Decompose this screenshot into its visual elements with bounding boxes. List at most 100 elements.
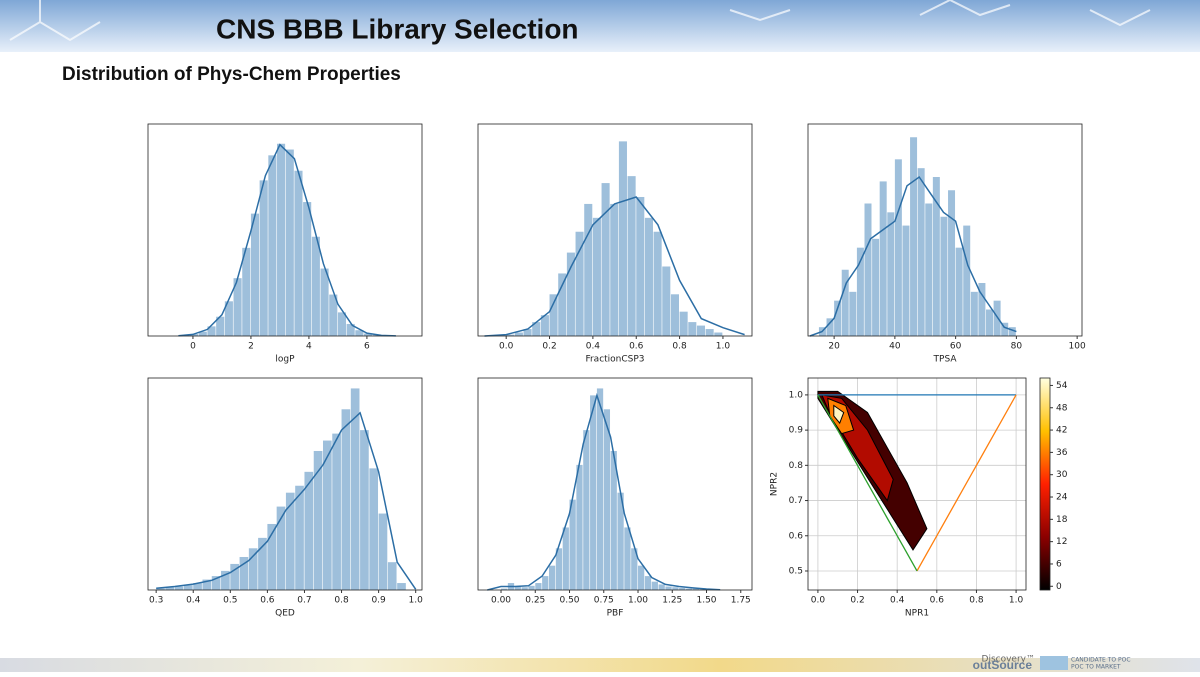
colorbar-tick-label: 48 bbox=[1056, 403, 1068, 413]
histogram-bar bbox=[672, 587, 678, 590]
x-tick-label: 0.0 bbox=[811, 596, 826, 606]
histogram-bar bbox=[576, 465, 582, 590]
histogram-bar bbox=[652, 582, 658, 590]
y-tick-label: 0.9 bbox=[789, 426, 804, 436]
kde-line bbox=[487, 395, 720, 590]
histogram-bar bbox=[986, 310, 993, 337]
x-tick-label: 40 bbox=[889, 342, 901, 352]
x-tick-label: 0.6 bbox=[930, 596, 945, 606]
x-tick-label: 0.7 bbox=[297, 596, 311, 606]
histogram-bar bbox=[567, 253, 575, 336]
histogram-bar bbox=[956, 248, 963, 336]
histogram-bar bbox=[849, 292, 856, 336]
histogram-bar bbox=[260, 180, 268, 336]
plot-area bbox=[487, 388, 720, 590]
x-tick-label: 0.2 bbox=[850, 596, 864, 606]
y-tick-label: 0.8 bbox=[789, 461, 804, 471]
histogram-bar bbox=[277, 144, 285, 336]
colorbar-tick-label: 36 bbox=[1056, 448, 1068, 458]
x-tick-label: 0.4 bbox=[890, 596, 905, 606]
histogram-bar bbox=[619, 141, 627, 336]
histogram-bar bbox=[948, 190, 955, 336]
colorbar-tick-label: 54 bbox=[1056, 381, 1068, 391]
histogram-bar bbox=[583, 430, 589, 590]
histogram-bar bbox=[971, 292, 978, 336]
histogram-bar bbox=[251, 214, 259, 336]
histogram-bar bbox=[397, 583, 406, 590]
x-tick-label: 0.6 bbox=[629, 342, 644, 352]
slide-subtitle: Distribution of Phys-Chem Properties bbox=[62, 64, 401, 85]
x-tick-label: 60 bbox=[950, 342, 962, 352]
x-tick-label: 0.00 bbox=[491, 596, 511, 606]
histogram-bar bbox=[662, 266, 670, 336]
histogram-bar bbox=[268, 155, 276, 336]
brand: outSource bbox=[973, 658, 1033, 672]
histogram-bar bbox=[602, 183, 610, 336]
x-tick-label: 0.8 bbox=[334, 596, 349, 606]
tagline: CANDIDATE TO POC bbox=[1071, 657, 1131, 664]
x-axis-label: QED bbox=[275, 609, 295, 619]
histogram-bar bbox=[872, 239, 879, 336]
slide-title: CNS BBB Library Selection bbox=[216, 13, 579, 44]
histogram-bar bbox=[321, 269, 329, 336]
histogram-bar bbox=[332, 434, 341, 590]
histogram-bar bbox=[584, 204, 592, 336]
x-tick-label: 1.0 bbox=[1009, 596, 1024, 606]
histogram-bar bbox=[338, 312, 346, 336]
histogram-bar bbox=[624, 527, 630, 590]
y-axis-label: NPR2 bbox=[770, 472, 780, 496]
x-tick-label: 0.0 bbox=[499, 342, 514, 352]
histogram-bar bbox=[304, 472, 313, 590]
x-tick-label: 1.50 bbox=[696, 596, 716, 606]
histogram-bar bbox=[880, 181, 887, 336]
reference-line bbox=[917, 395, 1016, 571]
histogram-bar bbox=[286, 150, 294, 336]
plot-area bbox=[485, 141, 745, 336]
colorbar bbox=[1040, 378, 1050, 590]
histogram-bar bbox=[535, 583, 541, 590]
histogram-bar bbox=[342, 409, 351, 590]
x-tick-label: 0.25 bbox=[525, 596, 545, 606]
x-tick-label: 1.00 bbox=[628, 596, 648, 606]
histogram-bar bbox=[610, 204, 618, 336]
x-tick-label: 0.3 bbox=[149, 596, 163, 606]
histogram-bar bbox=[549, 566, 555, 590]
histogram-bar bbox=[590, 395, 596, 590]
histogram-bar bbox=[558, 273, 566, 336]
histogram-bar bbox=[665, 587, 671, 590]
histogram-bar bbox=[706, 329, 714, 336]
x-tick-label: 0.50 bbox=[559, 596, 579, 606]
histogram-bar bbox=[570, 500, 576, 590]
histogram-bar bbox=[645, 576, 651, 590]
x-axis-label: PBF bbox=[607, 609, 624, 619]
colorbar-tick-label: 42 bbox=[1056, 426, 1067, 436]
x-tick-label: 0.8 bbox=[672, 342, 687, 352]
colorbar-tick-label: 12 bbox=[1056, 537, 1067, 547]
histogram-bar bbox=[522, 587, 528, 590]
histogram-bar bbox=[895, 159, 902, 336]
x-tick-label: 0.75 bbox=[594, 596, 614, 606]
x-tick-label: 6 bbox=[364, 342, 370, 352]
colorbar-tick-label: 30 bbox=[1056, 470, 1068, 480]
x-tick-label: 100 bbox=[1069, 342, 1086, 352]
x-tick-label: 0.8 bbox=[969, 596, 984, 606]
x-tick-label: 0.4 bbox=[586, 342, 601, 352]
x-tick-label: 2 bbox=[248, 342, 254, 352]
x-tick-label: 0.4 bbox=[186, 596, 201, 606]
histogram-bar bbox=[697, 326, 705, 336]
y-tick-label: 0.6 bbox=[789, 531, 804, 541]
x-tick-label: 1.25 bbox=[662, 596, 682, 606]
histogram-bar bbox=[680, 312, 688, 336]
histogram-bar bbox=[918, 168, 925, 336]
x-axis-label: TPSA bbox=[933, 355, 958, 365]
x-axis-label: NPR1 bbox=[905, 609, 929, 619]
y-tick-label: 1.0 bbox=[789, 390, 804, 400]
colorbar-tick-label: 18 bbox=[1056, 515, 1068, 525]
x-axis-label: FractionCSP3 bbox=[585, 355, 644, 365]
footer-logo bbox=[1040, 656, 1068, 670]
histogram-bar bbox=[963, 226, 970, 336]
histogram-bar bbox=[887, 212, 894, 336]
histogram-bar bbox=[688, 322, 696, 336]
x-tick-label: 1.0 bbox=[716, 342, 731, 352]
